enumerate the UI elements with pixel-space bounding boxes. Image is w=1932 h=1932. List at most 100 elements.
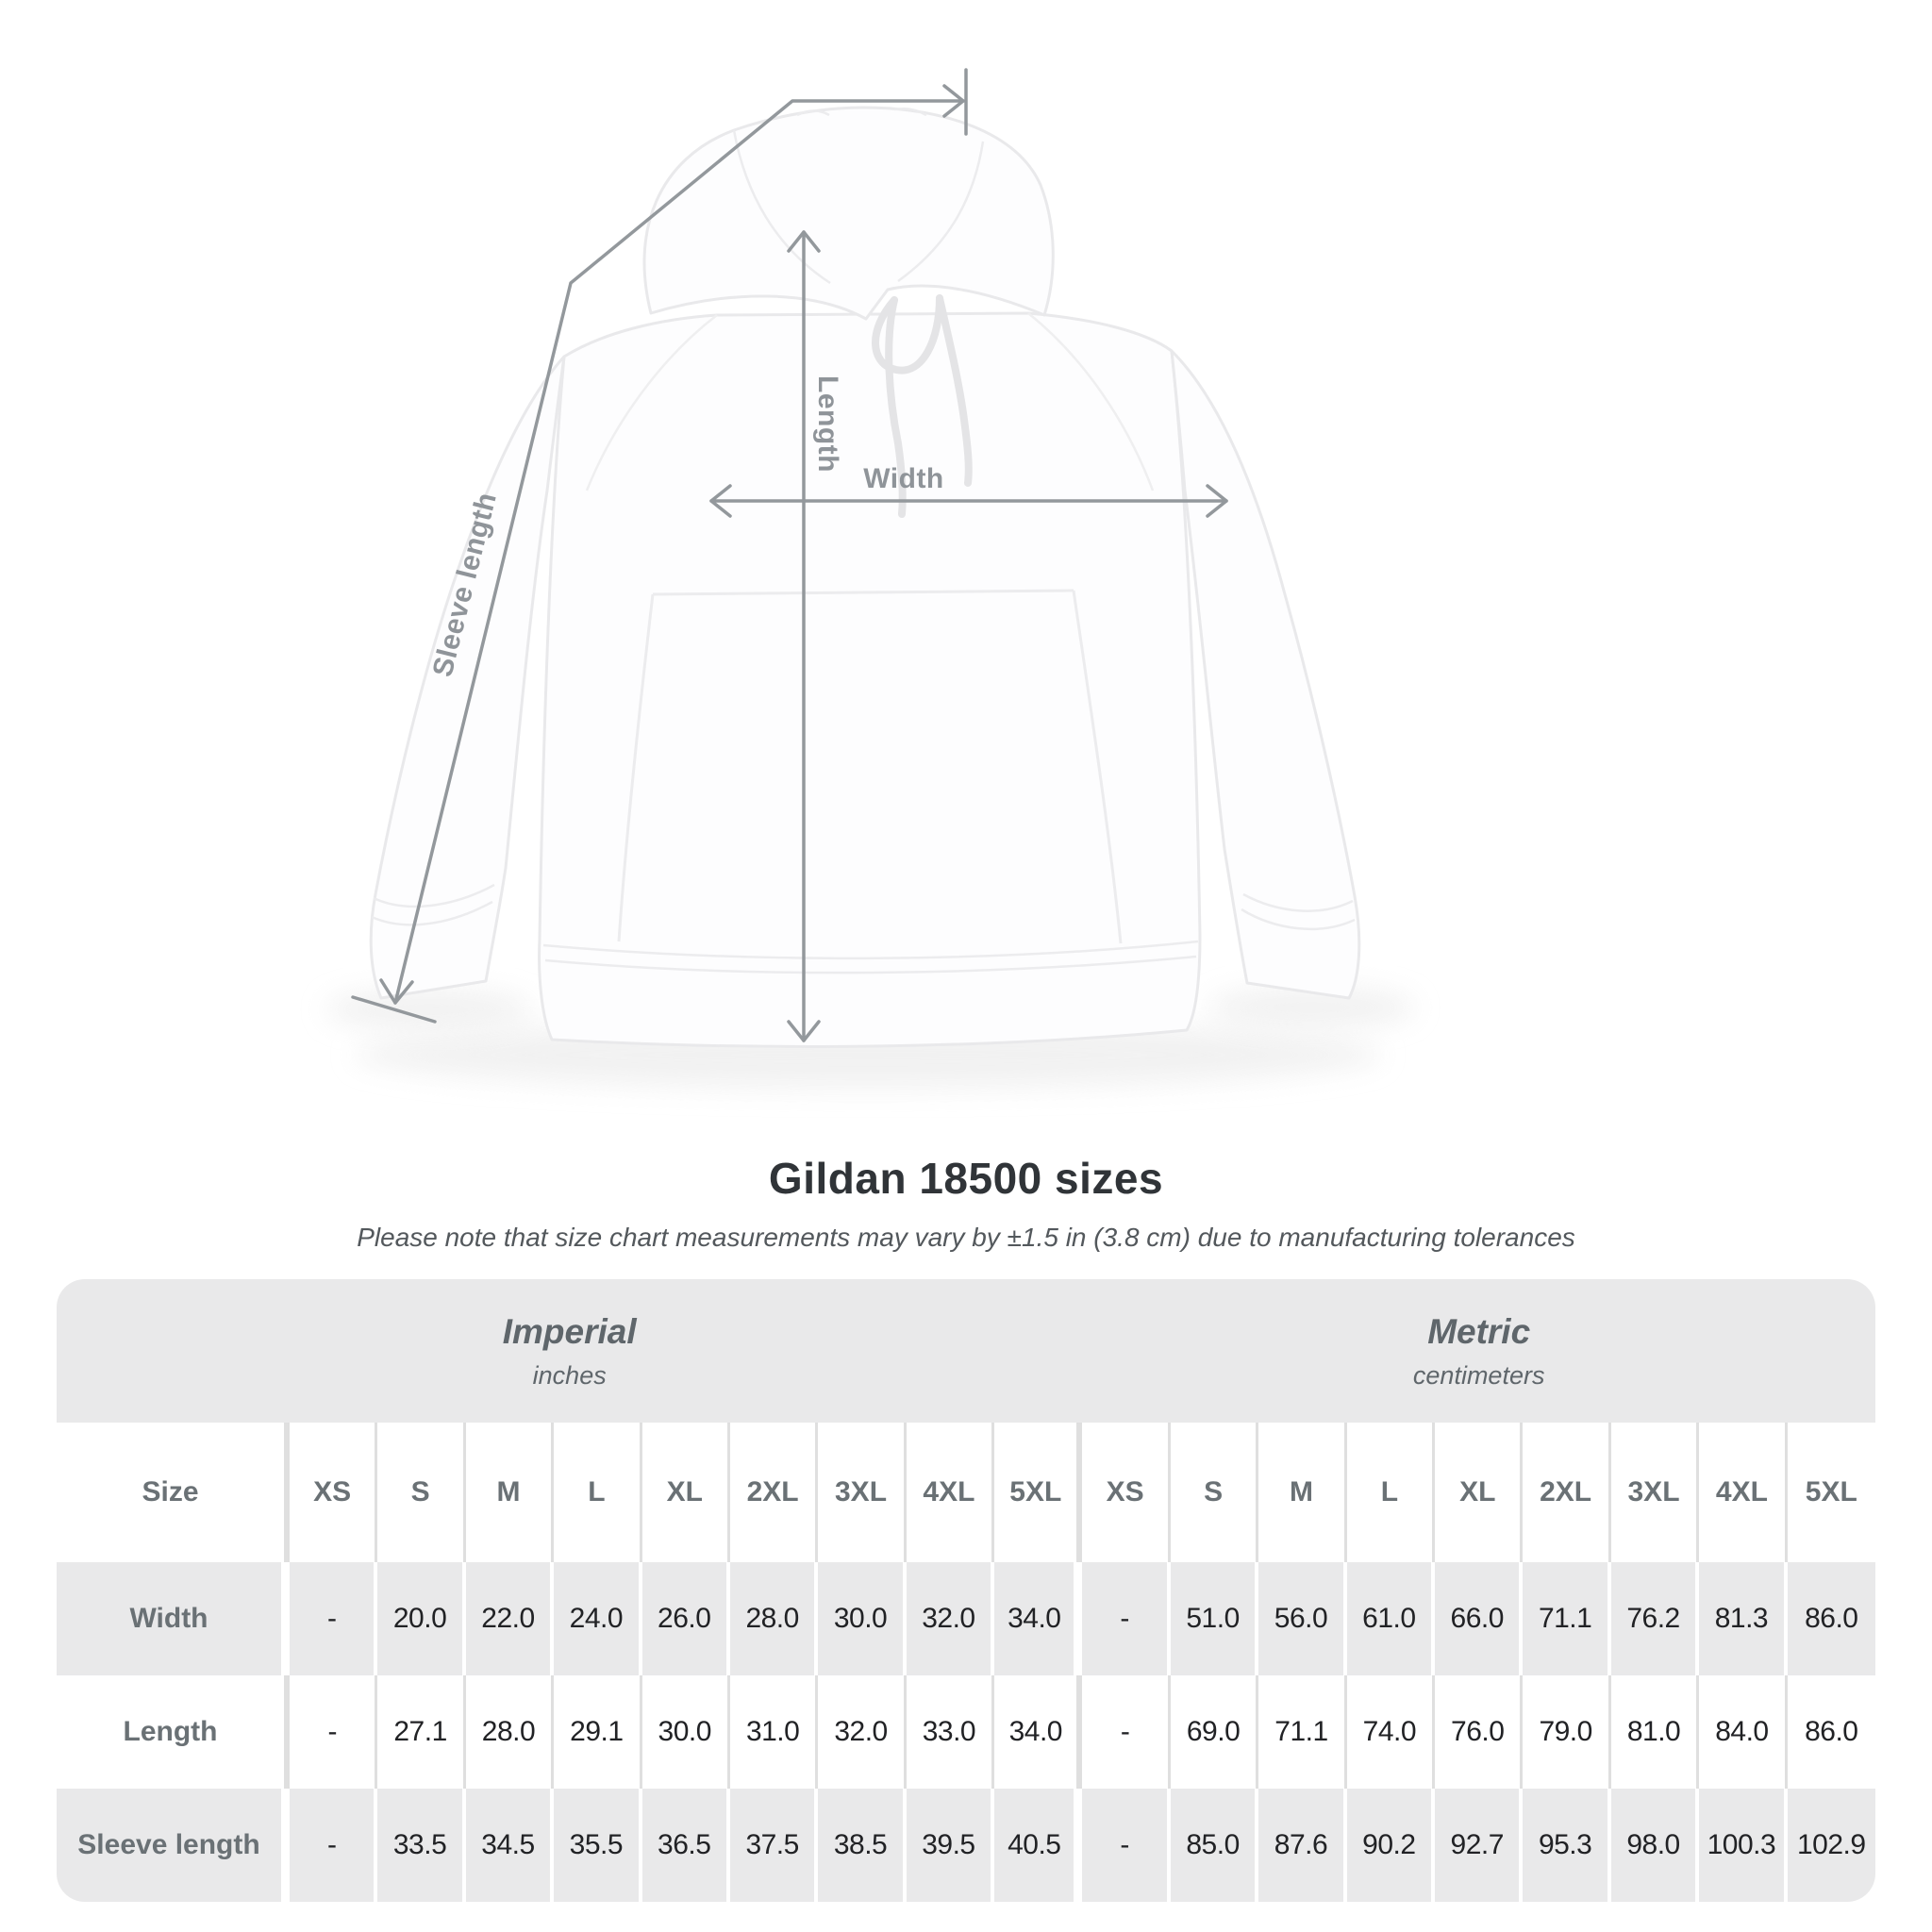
table-cell: 87.6 [1258,1789,1347,1902]
right-cuff-shadow [1208,987,1415,1028]
table-cell: 84.0 [1699,1675,1788,1789]
table-cell: - [1082,1789,1171,1902]
column-header: M [466,1423,555,1562]
left-cuff-shadow [325,989,533,1030]
table-cell: 32.0 [818,1675,907,1789]
table-cell: 102.9 [1797,1829,1866,1860]
column-header: L [554,1423,642,1562]
table-cell: - [1082,1562,1171,1675]
length-arrow [787,230,821,1042]
table-cell: 51.0 [1171,1562,1259,1675]
table-cell: 69.0 [1171,1675,1259,1789]
column-header: 2XL [1523,1423,1611,1562]
table-cell: 33.0 [907,1675,995,1789]
table-cell: 32.0 [907,1562,995,1675]
table-cell: 61.0 [1347,1562,1436,1675]
table-cell: - [290,1789,378,1902]
table-cell: 76.0 [1435,1675,1524,1789]
table-cell: 74.0 [1347,1675,1436,1789]
size-table: Imperial inches Metric centimeters Size … [57,1279,1875,1902]
table-row-length: Length - 27.1 28.0 29.1 30.0 31.0 32.0 3… [57,1675,1875,1789]
table-cell: 79.0 [1523,1675,1611,1789]
hoodie-measurement-diagram: Length Width Sleeve length [325,68,1415,1089]
unit-header-band: Imperial inches Metric centimeters [57,1279,1875,1423]
row-label: Width [57,1562,290,1675]
table-cell: 71.1 [1258,1675,1347,1789]
table-cell: 95.3 [1523,1789,1611,1902]
unit-group-imperial: Imperial inches [57,1279,1082,1423]
unit-group-metric: Metric centimeters [1082,1279,1875,1423]
table-cell: 39.5 [907,1789,995,1902]
table-cell: 28.0 [466,1675,555,1789]
table-cell: - [1082,1675,1171,1789]
table-cell: 34.0 [994,1562,1083,1675]
table-cell: 22.0 [466,1562,555,1675]
table-cell: 81.3 [1699,1562,1788,1675]
table-cell: 34.5 [466,1789,555,1902]
table-cell: 33.5 [377,1789,466,1902]
length-label: Length [812,375,843,473]
table-cell: 66.0 [1435,1562,1524,1675]
cuff-tick [351,995,437,1024]
column-header: 5XL [994,1423,1083,1562]
table-row-sleeve-length: Sleeve length - 33.5 34.5 35.5 36.5 37.5… [57,1789,1875,1902]
width-arrow [709,484,1228,518]
measurement-annotations [351,68,1228,1042]
sleeve-length-line [351,68,968,1024]
table-cell: 40.5 [994,1789,1083,1902]
table-cell: 86.0 [1805,1716,1858,1747]
left-sleeve [369,355,566,1000]
hem-seam [542,940,1199,974]
table-cell: 29.1 [554,1675,642,1789]
table-cell: 26.0 [642,1562,730,1675]
column-header: XL [642,1423,730,1562]
table-cell: 24.0 [554,1562,642,1675]
column-header: 3XL [818,1423,907,1562]
table-cell: - [290,1675,378,1789]
column-header: XL [1435,1423,1524,1562]
table-cell: 36.5 [642,1789,730,1902]
table-cell: 86.0 [1805,1603,1858,1634]
table-cell: 30.0 [818,1562,907,1675]
table-cell: 100.3 [1699,1789,1788,1902]
hoodie-illustration [369,106,1361,1048]
drawstrings [872,294,973,518]
table-cell: 71.1 [1523,1562,1611,1675]
table-cell: - [290,1562,378,1675]
hood-folds [732,108,985,285]
table-cell: 20.0 [377,1562,466,1675]
row-label: Sleeve length [57,1789,290,1902]
hoodie-body [538,311,1202,1048]
table-cell: 85.0 [1171,1789,1259,1902]
row-label: Length [57,1675,290,1789]
table-header-row: Size XS S M L XL 2XL 3XL 4XL 5XL XS S M … [57,1423,1875,1562]
page-title: Gildan 18500 sizes [768,1154,1164,1203]
column-header: 4XL [907,1423,995,1562]
kangaroo-pocket [617,589,1123,944]
table-cell: 38.5 [818,1789,907,1902]
table-cell: 90.2 [1347,1789,1436,1902]
right-sleeve [1170,349,1361,1000]
table-cell: 92.7 [1435,1789,1524,1902]
table-row-width: Width - 20.0 22.0 24.0 26.0 28.0 30.0 32… [57,1562,1875,1675]
table-cell: 56.0 [1258,1562,1347,1675]
column-header: 3XL [1611,1423,1700,1562]
column-header: S [1171,1423,1259,1562]
table-cell: 81.0 [1611,1675,1700,1789]
table-cell: 31.0 [730,1675,819,1789]
table-cell: 34.0 [994,1675,1083,1789]
column-header: XS [1082,1423,1171,1562]
unit-group-name: Imperial [502,1311,637,1351]
hood [642,106,1055,321]
cuff-seams [371,883,1356,931]
column-header: XS [290,1423,378,1562]
table-cell: 98.0 [1611,1789,1700,1902]
unit-group-name: Metric [1427,1311,1531,1351]
size-header-cell: Size [57,1423,290,1562]
column-header: 4XL [1699,1423,1788,1562]
column-header: L [1347,1423,1436,1562]
unit-group-unit: centimeters [1412,1360,1545,1390]
table-cell: 27.1 [377,1675,466,1789]
width-label: Width [863,463,944,494]
